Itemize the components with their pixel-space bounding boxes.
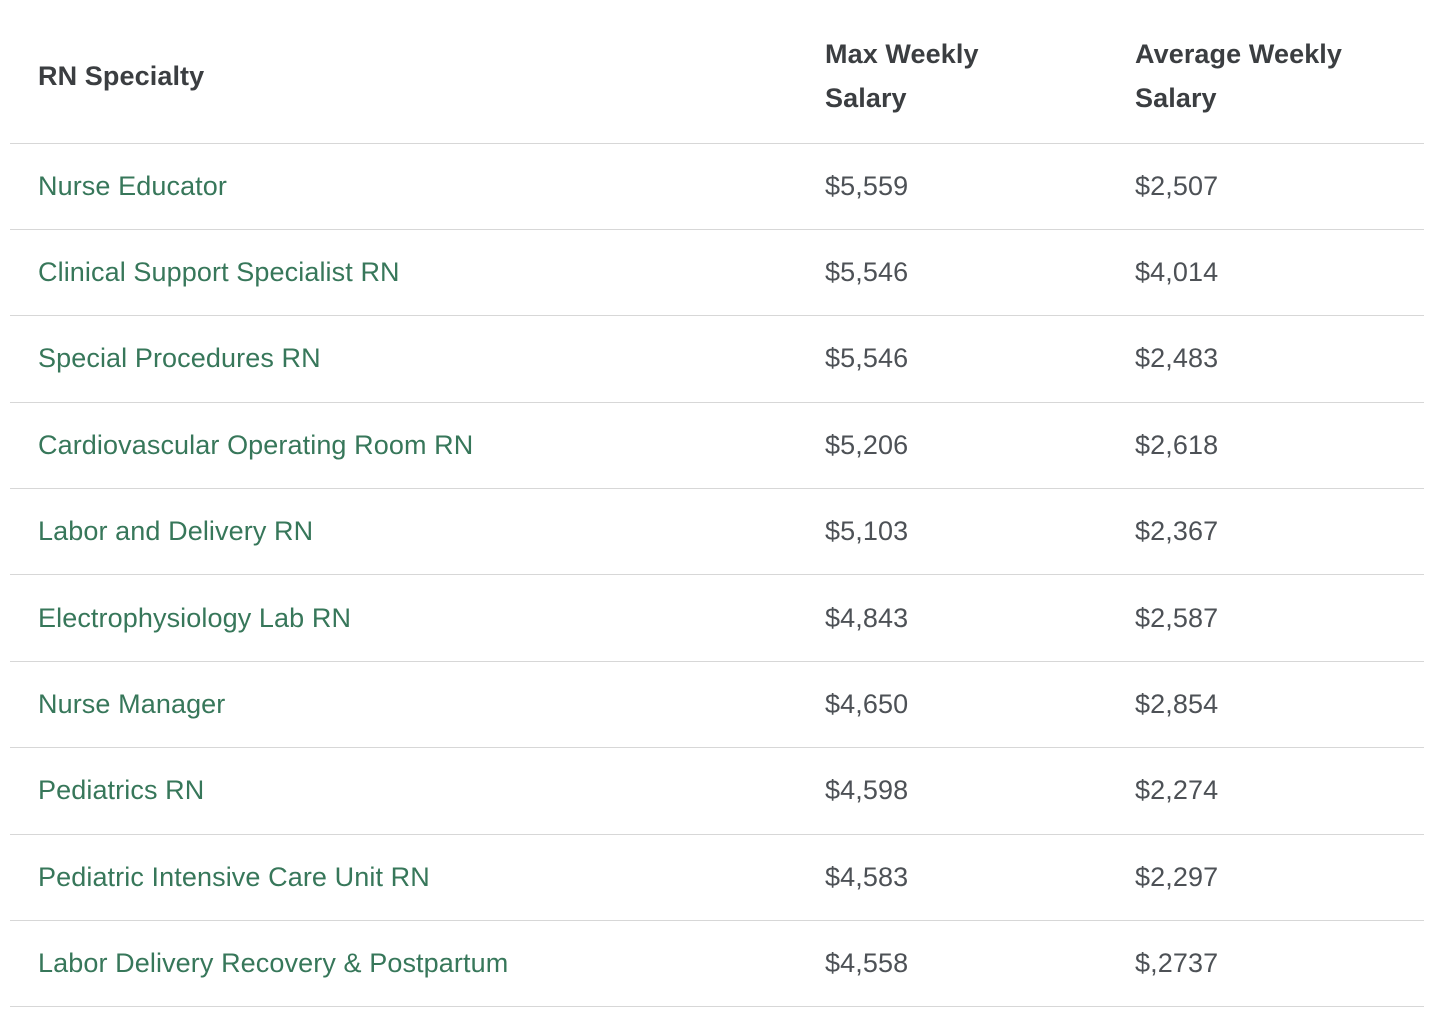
max-weekly-cell: $4,650 (825, 660, 1135, 748)
avg-weekly-cell: $,2737 (1135, 920, 1424, 1008)
specialty-link[interactable]: Labor and Delivery RN (38, 516, 314, 547)
avg-weekly-cell: $4,014 (1135, 228, 1424, 316)
rn-salary-table: RN Specialty Max Weekly Salary Average W… (10, 0, 1424, 1008)
specialty-cell: Nurse Educator (10, 142, 825, 230)
column-header-specialty-label: RN Specialty (38, 61, 205, 92)
avg-weekly-cell: $2,483 (1135, 315, 1424, 403)
specialty-cell: Pediatrics RN (10, 747, 825, 835)
specialty-cell: Pediatric Intensive Care Unit RN (10, 833, 825, 921)
table-row: Electrophysiology Lab RN $4,843 $2,587 (10, 574, 1424, 662)
avg-weekly-cell: $2,274 (1135, 747, 1424, 835)
specialty-link[interactable]: Labor Delivery Recovery & Postpartum (38, 948, 509, 979)
specialty-link[interactable]: Pediatrics RN (38, 775, 205, 806)
column-header-avg-weekly-label: Average Weekly Salary (1135, 39, 1343, 114)
max-weekly-cell: $5,206 (825, 401, 1135, 489)
avg-weekly-cell: $2,854 (1135, 660, 1424, 748)
avg-weekly-cell: $2,367 (1135, 488, 1424, 575)
avg-weekly-cell: $2,297 (1135, 833, 1424, 921)
specialty-link[interactable]: Nurse Manager (38, 689, 226, 720)
table-row: Nurse Manager $4,650 $2,854 (10, 660, 1424, 748)
specialty-cell: Nurse Manager (10, 660, 825, 748)
specialty-cell: Cardiovascular Operating Room RN (10, 401, 825, 489)
specialty-link[interactable]: Pediatric Intensive Care Unit RN (38, 861, 430, 892)
max-weekly-cell: $4,598 (825, 747, 1135, 835)
table-row: Pediatric Intensive Care Unit RN $4,583 … (10, 833, 1424, 921)
table-row: Special Procedures RN $5,546 $2,483 (10, 315, 1424, 403)
specialty-cell: Labor and Delivery RN (10, 488, 825, 575)
max-weekly-cell: $4,558 (825, 920, 1135, 1008)
max-weekly-cell: $4,843 (825, 574, 1135, 662)
table-header: RN Specialty Max Weekly Salary Average W… (10, 0, 1424, 143)
table-row: Labor Delivery Recovery & Postpartum $4,… (10, 920, 1424, 1008)
avg-weekly-cell: $2,618 (1135, 401, 1424, 489)
specialty-link[interactable]: Special Procedures RN (38, 343, 321, 374)
column-header-max-weekly: Max Weekly Salary (825, 0, 1135, 143)
max-weekly-cell: $5,103 (825, 488, 1135, 575)
column-header-max-weekly-label: Max Weekly Salary (825, 39, 979, 114)
table-row: Clinical Support Specialist RN $5,546 $4… (10, 228, 1424, 316)
specialty-cell: Special Procedures RN (10, 315, 825, 403)
specialty-link[interactable]: Clinical Support Specialist RN (38, 257, 400, 288)
max-weekly-cell: $5,559 (825, 142, 1135, 230)
specialty-cell: Electrophysiology Lab RN (10, 574, 825, 662)
avg-weekly-cell: $2,587 (1135, 574, 1424, 662)
header-row: RN Specialty Max Weekly Salary Average W… (10, 0, 1424, 143)
table-row: Nurse Educator $5,559 $2,507 (10, 142, 1424, 230)
avg-weekly-cell: $2,507 (1135, 142, 1424, 230)
specialty-link[interactable]: Electrophysiology Lab RN (38, 602, 352, 633)
table-row: Cardiovascular Operating Room RN $5,206 … (10, 401, 1424, 489)
specialty-link[interactable]: Cardiovascular Operating Room RN (38, 429, 474, 460)
column-header-specialty: RN Specialty (10, 0, 825, 143)
specialty-cell: Labor Delivery Recovery & Postpartum (10, 920, 825, 1008)
column-header-avg-weekly: Average Weekly Salary (1135, 0, 1424, 143)
max-weekly-cell: $4,583 (825, 833, 1135, 921)
salary-table-body: Nurse Educator $5,559 $2,507 Clinical Su… (10, 142, 1424, 1008)
max-weekly-cell: $5,546 (825, 315, 1135, 403)
table-row: Pediatrics RN $4,598 $2,274 (10, 747, 1424, 835)
specialty-link[interactable]: Nurse Educator (38, 170, 227, 201)
max-weekly-cell: $5,546 (825, 228, 1135, 316)
specialty-cell: Clinical Support Specialist RN (10, 228, 825, 316)
table-row: Labor and Delivery RN $5,103 $2,367 (10, 488, 1424, 575)
